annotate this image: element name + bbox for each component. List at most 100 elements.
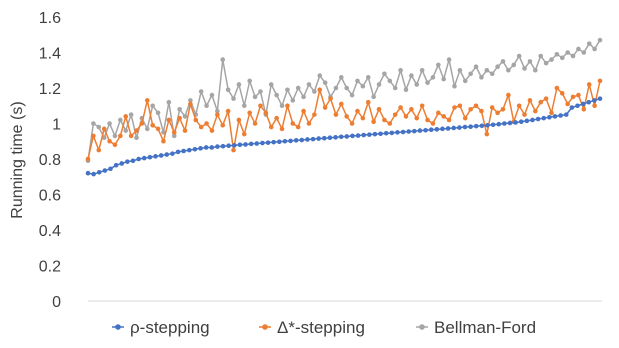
data-point bbox=[565, 50, 570, 55]
data-point bbox=[581, 107, 587, 112]
data-point bbox=[277, 139, 282, 145]
data-point bbox=[220, 122, 226, 128]
data-point bbox=[231, 96, 236, 101]
data-point bbox=[489, 105, 495, 110]
data-point bbox=[462, 124, 468, 130]
data-point bbox=[441, 114, 447, 119]
data-point bbox=[107, 138, 112, 144]
data-point bbox=[400, 129, 406, 135]
data-point bbox=[468, 107, 473, 112]
data-point bbox=[367, 132, 372, 137]
legend-label: Bellman-Ford bbox=[434, 318, 536, 337]
data-point bbox=[412, 128, 417, 134]
data-point bbox=[134, 135, 139, 140]
data-point bbox=[198, 89, 204, 94]
data-point bbox=[403, 87, 409, 93]
data-point bbox=[538, 99, 544, 105]
legend-label: Δ*-stepping bbox=[277, 318, 365, 337]
data-point bbox=[252, 121, 258, 126]
data-point bbox=[516, 103, 522, 109]
data-point bbox=[134, 128, 139, 133]
data-point bbox=[301, 94, 306, 100]
series-1 bbox=[85, 78, 603, 162]
data-point bbox=[554, 51, 560, 57]
data-point bbox=[305, 137, 310, 142]
data-point bbox=[502, 121, 507, 126]
data-point bbox=[317, 73, 323, 78]
data-point bbox=[128, 133, 134, 139]
data-point bbox=[586, 41, 592, 46]
data-point bbox=[158, 153, 164, 158]
data-point bbox=[128, 112, 134, 117]
data-point bbox=[91, 133, 96, 139]
data-point bbox=[496, 121, 502, 127]
data-point bbox=[409, 107, 414, 112]
data-point bbox=[570, 94, 576, 100]
data-point bbox=[231, 143, 237, 148]
data-point bbox=[414, 82, 420, 87]
data-point bbox=[204, 103, 209, 109]
data-point bbox=[428, 127, 434, 133]
data-point bbox=[231, 147, 236, 153]
data-point bbox=[118, 133, 123, 139]
data-point bbox=[440, 126, 445, 132]
data-point bbox=[161, 130, 166, 135]
data-point bbox=[597, 96, 603, 101]
data-point bbox=[473, 123, 479, 129]
data-point bbox=[430, 121, 436, 126]
data-point bbox=[175, 149, 181, 155]
data-point bbox=[193, 117, 199, 123]
data-point bbox=[96, 170, 102, 175]
data-point bbox=[338, 134, 344, 140]
data-point bbox=[446, 57, 452, 62]
data-point bbox=[295, 124, 301, 130]
data-point bbox=[322, 135, 327, 141]
data-point bbox=[333, 112, 339, 117]
data-point bbox=[581, 50, 587, 55]
data-point bbox=[312, 112, 317, 117]
data-point bbox=[161, 138, 166, 144]
data-point bbox=[198, 124, 204, 130]
data-point bbox=[552, 114, 558, 119]
data-point bbox=[533, 108, 538, 114]
data-point bbox=[445, 126, 451, 131]
data-point bbox=[188, 101, 193, 107]
data-point bbox=[215, 108, 220, 114]
data-point bbox=[350, 133, 355, 139]
y-tick-label: 1.6 bbox=[39, 10, 61, 27]
data-point bbox=[592, 98, 597, 103]
data-point bbox=[301, 108, 306, 114]
data-point bbox=[150, 103, 155, 109]
data-point bbox=[360, 83, 366, 89]
data-point bbox=[365, 99, 371, 105]
data-point bbox=[451, 125, 457, 131]
data-point bbox=[462, 115, 468, 121]
data-point bbox=[102, 168, 108, 173]
data-point bbox=[164, 152, 170, 157]
data-point bbox=[310, 136, 316, 142]
legend-marker bbox=[419, 324, 425, 330]
data-point bbox=[349, 121, 355, 126]
data-point bbox=[339, 75, 344, 80]
data-point bbox=[395, 130, 400, 135]
data-point bbox=[495, 110, 500, 116]
data-point bbox=[479, 75, 484, 80]
data-point bbox=[209, 145, 215, 150]
data-point bbox=[171, 130, 177, 135]
data-point bbox=[392, 85, 398, 91]
data-point bbox=[344, 85, 349, 91]
y-tick-label: 0.6 bbox=[39, 188, 61, 205]
series-0 bbox=[85, 96, 603, 177]
data-point bbox=[295, 85, 301, 91]
data-point bbox=[268, 82, 274, 87]
data-point bbox=[441, 76, 447, 82]
data-point bbox=[118, 117, 123, 123]
data-point bbox=[554, 85, 560, 91]
data-point bbox=[299, 137, 305, 143]
data-point bbox=[263, 110, 269, 116]
data-point bbox=[457, 125, 462, 130]
data-point bbox=[524, 118, 530, 124]
data-point bbox=[327, 135, 333, 140]
data-point bbox=[147, 154, 153, 160]
data-point bbox=[288, 138, 293, 144]
